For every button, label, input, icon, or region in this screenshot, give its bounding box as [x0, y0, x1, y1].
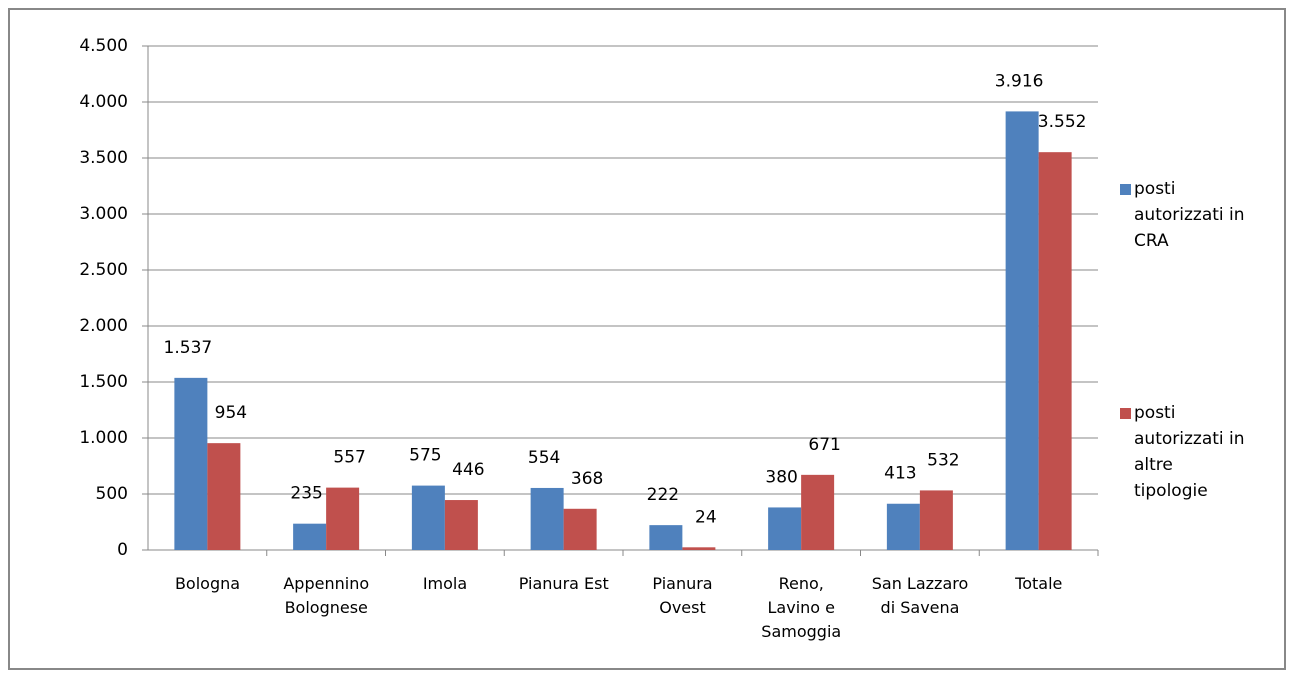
y-tick-label: 2.500	[79, 260, 128, 280]
value-label: 3.916	[995, 71, 1044, 91]
bar	[919, 490, 953, 550]
value-label: 24	[695, 507, 717, 527]
x-tick-label: Appennino Bolognese	[283, 574, 370, 617]
frame	[8, 8, 1286, 670]
bar	[1038, 152, 1072, 550]
value-label: 3.552	[1038, 112, 1087, 132]
value-label: 575	[409, 446, 441, 466]
x-tick-label: Bologna	[174, 574, 241, 593]
y-tick-label: 4.500	[79, 36, 128, 56]
value-label: 368	[571, 469, 603, 489]
value-label: 380	[765, 467, 797, 487]
value-label: 1.537	[164, 338, 213, 358]
legend-swatch	[1120, 184, 1131, 195]
value-label: 446	[452, 460, 484, 480]
bar	[444, 500, 478, 550]
y-tick-label: 2.000	[79, 316, 128, 336]
y-tick-label: 0	[117, 540, 128, 560]
value-label: 554	[528, 448, 560, 468]
x-tick-label: Pianura Est	[518, 574, 609, 593]
y-tick-label: 500	[96, 484, 128, 504]
legend-swatch	[1120, 408, 1131, 419]
value-label: 532	[927, 450, 959, 470]
bar	[207, 443, 241, 550]
bar	[682, 547, 716, 550]
bar	[649, 525, 683, 550]
value-label: 413	[884, 464, 916, 484]
x-tick-label: Totale	[1015, 574, 1063, 593]
legend-label: posti autorizzati in CRA	[1134, 179, 1245, 251]
bar	[326, 487, 360, 550]
bar	[530, 487, 564, 550]
x-tick-label: Pianura Ovest	[652, 574, 713, 617]
y-tick-label: 3.000	[79, 204, 128, 224]
value-label: 671	[808, 435, 840, 455]
value-label: 954	[215, 403, 247, 423]
y-tick-label: 4.000	[79, 92, 128, 112]
bar	[563, 508, 597, 550]
x-tick-label: Reno, Lavino e Samoggia	[761, 574, 842, 641]
x-tick-label: San Lazzaro di Savena	[871, 574, 969, 617]
bar	[1005, 111, 1039, 551]
bar	[886, 503, 920, 550]
x-tick-label: Imola	[422, 574, 468, 593]
bar	[768, 507, 802, 550]
bar	[801, 474, 835, 550]
bar	[293, 523, 327, 550]
bar	[411, 485, 445, 550]
legend-label: posti autorizzati in altre tipologie	[1134, 403, 1245, 501]
value-label: 222	[647, 485, 679, 505]
value-label: 557	[333, 448, 365, 468]
bar	[174, 377, 208, 550]
y-tick-label: 3.500	[79, 148, 128, 168]
value-label: 235	[290, 484, 322, 504]
y-tick-label: 1.500	[79, 372, 128, 392]
y-tick-label: 1.000	[79, 428, 128, 448]
